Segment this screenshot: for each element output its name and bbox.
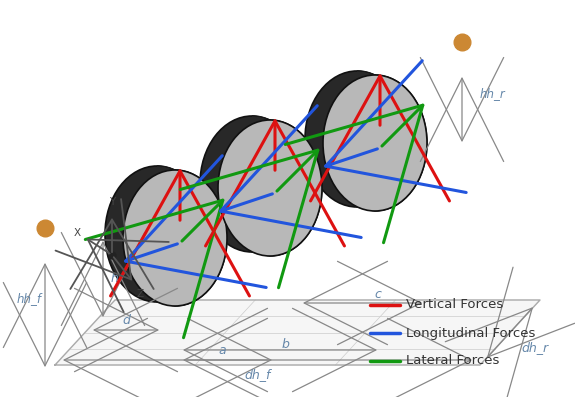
Text: Y: Y	[109, 197, 115, 207]
Polygon shape	[357, 71, 427, 211]
Text: Vertical Forces: Vertical Forces	[406, 299, 503, 312]
Text: d: d	[122, 314, 130, 326]
Ellipse shape	[105, 166, 209, 302]
Ellipse shape	[323, 75, 427, 211]
Text: dh_r: dh_r	[522, 341, 549, 354]
Polygon shape	[55, 300, 540, 365]
Text: b: b	[281, 339, 289, 351]
Text: a: a	[218, 343, 227, 357]
Text: Longitudinal Forces: Longitudinal Forces	[406, 326, 535, 339]
Polygon shape	[157, 166, 227, 306]
Text: dh_f: dh_f	[244, 368, 271, 382]
Text: h: h	[111, 272, 119, 285]
Text: c: c	[374, 289, 381, 301]
Text: hh_f: hh_f	[17, 293, 41, 306]
Polygon shape	[252, 116, 322, 256]
Text: Z: Z	[136, 289, 144, 299]
Ellipse shape	[218, 120, 322, 256]
Text: Lateral Forces: Lateral Forces	[406, 355, 499, 368]
Text: hh_r: hh_r	[480, 87, 506, 100]
Ellipse shape	[305, 71, 409, 207]
Ellipse shape	[123, 170, 227, 306]
Text: X: X	[74, 228, 81, 238]
Ellipse shape	[200, 116, 304, 252]
